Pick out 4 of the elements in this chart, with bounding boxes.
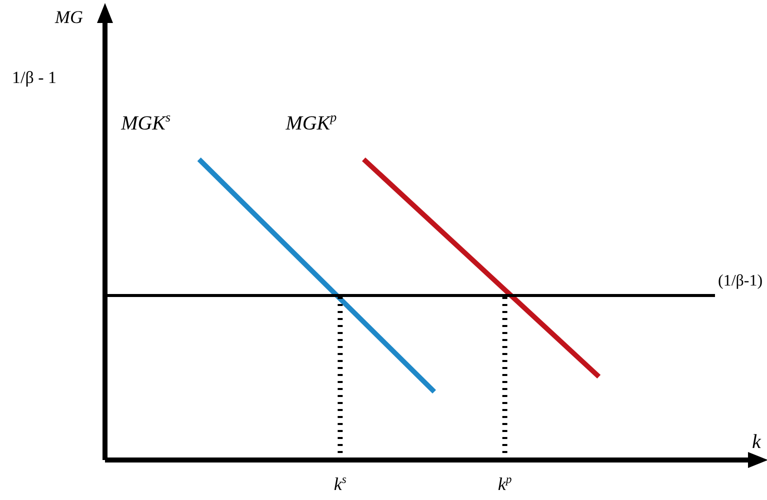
x-axis-title: k: [752, 431, 762, 453]
text: 1/β - 1: [12, 68, 57, 87]
ref-line-label: (1/β-1): [718, 272, 763, 290]
text: MG: [54, 7, 83, 27]
